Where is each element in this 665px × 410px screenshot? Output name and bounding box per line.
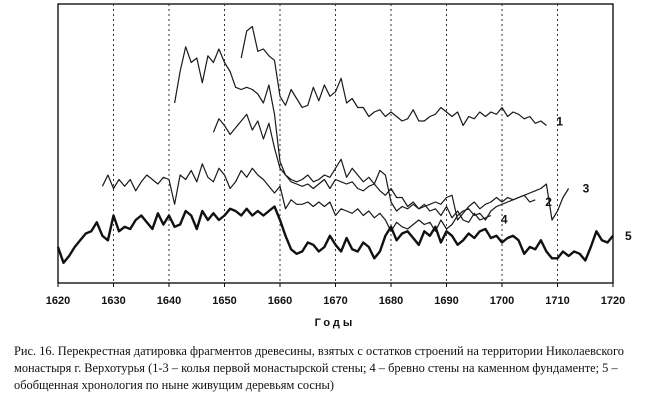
- grid-lines: [57, 4, 614, 287]
- series-label-4: 4: [501, 213, 508, 227]
- x-tick-label-1690: 1690: [434, 295, 458, 307]
- x-axis-title: Годы: [315, 317, 356, 329]
- x-tick-label-1640: 1640: [157, 295, 181, 307]
- x-tick-label-1680: 1680: [379, 295, 403, 307]
- x-tick-label-1700: 1700: [490, 295, 514, 307]
- series-line-2: [212, 113, 536, 221]
- x-tick-label-1720: 1720: [601, 295, 625, 307]
- series-line-5: [56, 205, 614, 264]
- x-tick-label-1630: 1630: [101, 295, 125, 307]
- series-label-1: 1: [556, 115, 563, 129]
- series-lines: [56, 25, 614, 264]
- series-line-3: [101, 163, 570, 232]
- series-label-3: 3: [583, 182, 590, 196]
- figure-caption: Рис. 16. Перекрестная датировка фрагмент…: [14, 344, 624, 392]
- series-label-5: 5: [625, 229, 632, 243]
- x-tick-label-1650: 1650: [212, 295, 236, 307]
- series-line-4: [174, 46, 492, 223]
- series-labels: 1 2 3 4 5: [501, 115, 632, 243]
- series-line-1: [240, 25, 547, 127]
- x-tick-labels: 1620 1630 1640 1650 1660 1670 1680 1690 1700 1710…: [46, 295, 625, 307]
- x-tick-label-1620: 1620: [46, 295, 70, 307]
- x-tick-label-1670: 1670: [323, 295, 347, 307]
- x-tick-label-1660: 1660: [268, 295, 292, 307]
- series-label-2: 2: [545, 195, 552, 209]
- x-tick-label-1710: 1710: [545, 295, 569, 307]
